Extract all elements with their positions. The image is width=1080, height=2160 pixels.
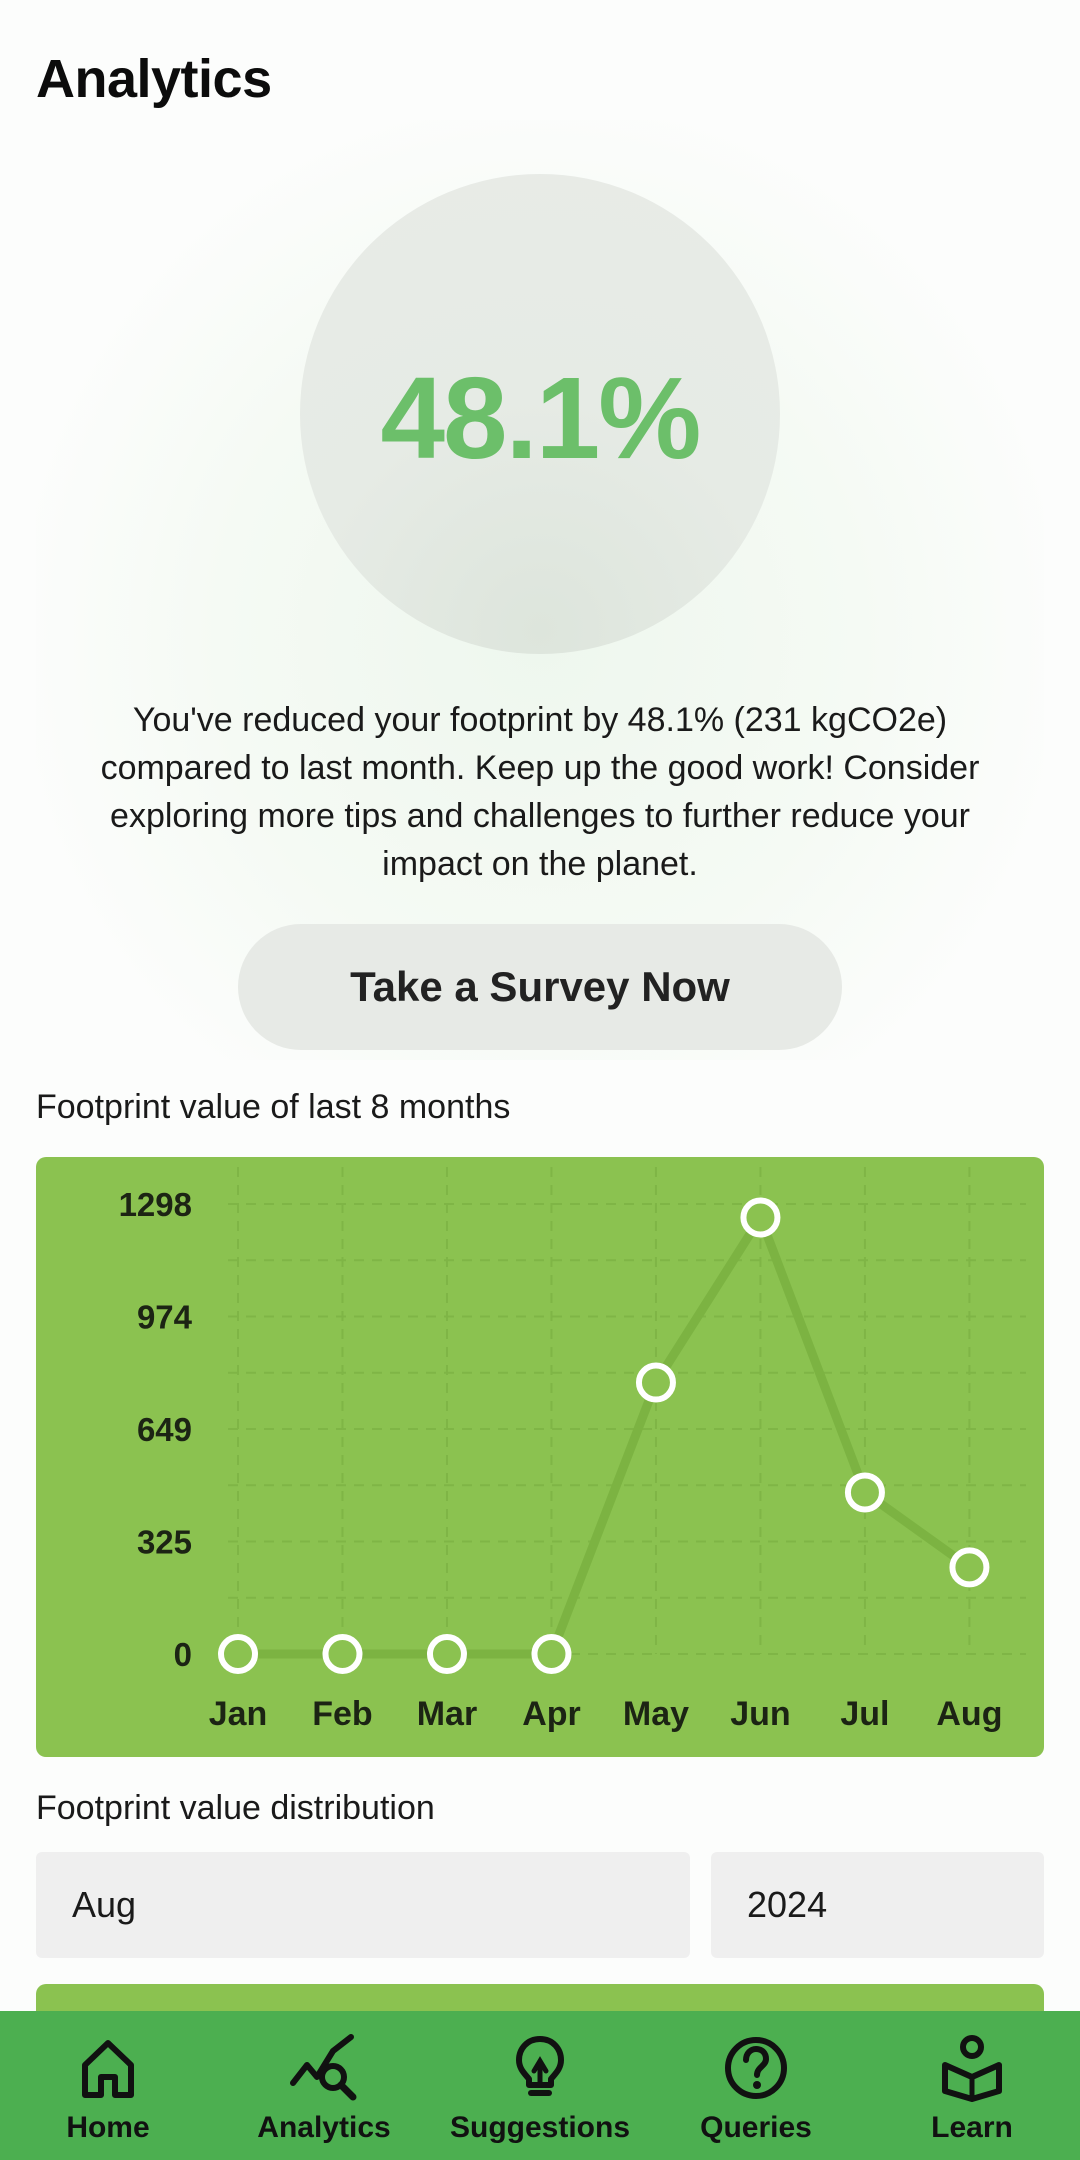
y-tick-label: 649 <box>137 1411 192 1448</box>
x-tick-label: Mar <box>417 1695 477 1733</box>
x-tick-label: Feb <box>312 1695 372 1733</box>
book-reader-icon <box>942 2035 1002 2102</box>
analytics-icon <box>290 2034 357 2101</box>
nav-item-analytics[interactable]: Analytics <box>216 2011 432 2160</box>
nav-item-learn[interactable]: Learn <box>864 2011 1080 2160</box>
reduction-message: You've reduced your footprint by 48.1% (… <box>100 701 980 883</box>
x-tick-label: Apr <box>522 1695 581 1733</box>
take-survey-button[interactable]: Take a Survey Now <box>238 924 842 1050</box>
data-point <box>218 1634 258 1674</box>
nav-label-analytics: Analytics <box>257 2111 391 2144</box>
y-tick-label: 974 <box>137 1298 193 1335</box>
page-title: Analytics <box>36 49 272 109</box>
year-select[interactable]: 2024 <box>711 1852 1044 1958</box>
nav-label-home: Home <box>66 2111 150 2144</box>
footprint-line-chart: 0 325 649 974 1298 Jan Feb Mar Apr May Jun Jul Aug <box>36 1157 1044 1757</box>
nav-label-learn: Learn <box>931 2111 1013 2144</box>
data-point <box>322 1634 363 1674</box>
x-tick-label: Jul <box>840 1695 889 1733</box>
bottom-navigation: Home Analytics Suggestions Queries <box>0 2011 1080 2160</box>
x-tick-label: May <box>623 1695 689 1733</box>
data-point <box>740 1197 781 1238</box>
year-select-value: 2024 <box>747 1884 828 1925</box>
data-point <box>844 1472 885 1513</box>
x-tick-label: Jan <box>209 1695 268 1733</box>
series-line <box>238 1213 973 1659</box>
x-tick-label: Jun <box>730 1695 790 1733</box>
y-tick-label: 1298 <box>119 1186 192 1223</box>
month-select-value: Aug <box>72 1884 137 1925</box>
reduction-percentage: 48.1% <box>380 353 702 483</box>
nav-item-home[interactable]: Home <box>0 2011 216 2160</box>
y-tick-label: 0 <box>174 1636 192 1673</box>
chart-canvas: 0 325 649 974 1298 Jan Feb Mar Apr May Jun Jul Aug <box>119 1167 1026 1733</box>
nav-label-suggestions: Suggestions <box>449 2111 630 2144</box>
trend-section-title: Footprint value of last 8 months <box>36 1088 511 1126</box>
distribution-section-title: Footprint value distribution <box>36 1789 435 1827</box>
x-tick-label: Aug <box>936 1695 1002 1733</box>
nav-item-queries[interactable]: Queries <box>648 2011 864 2160</box>
score-circle: 48.1% <box>300 174 780 654</box>
month-select[interactable]: Aug <box>36 1852 690 1958</box>
home-icon <box>82 2040 134 2098</box>
lightbulb-icon <box>516 2036 564 2096</box>
question-icon <box>725 2037 787 2099</box>
y-tick-label: 325 <box>137 1523 192 1560</box>
data-point <box>949 1547 990 1588</box>
data-point <box>635 1362 676 1403</box>
data-point <box>531 1634 572 1674</box>
nav-item-suggestions[interactable]: Suggestions <box>432 2011 648 2160</box>
nav-label-queries: Queries <box>700 2111 812 2144</box>
distribution-chart-card <box>36 1984 1044 2014</box>
data-point <box>426 1634 467 1674</box>
